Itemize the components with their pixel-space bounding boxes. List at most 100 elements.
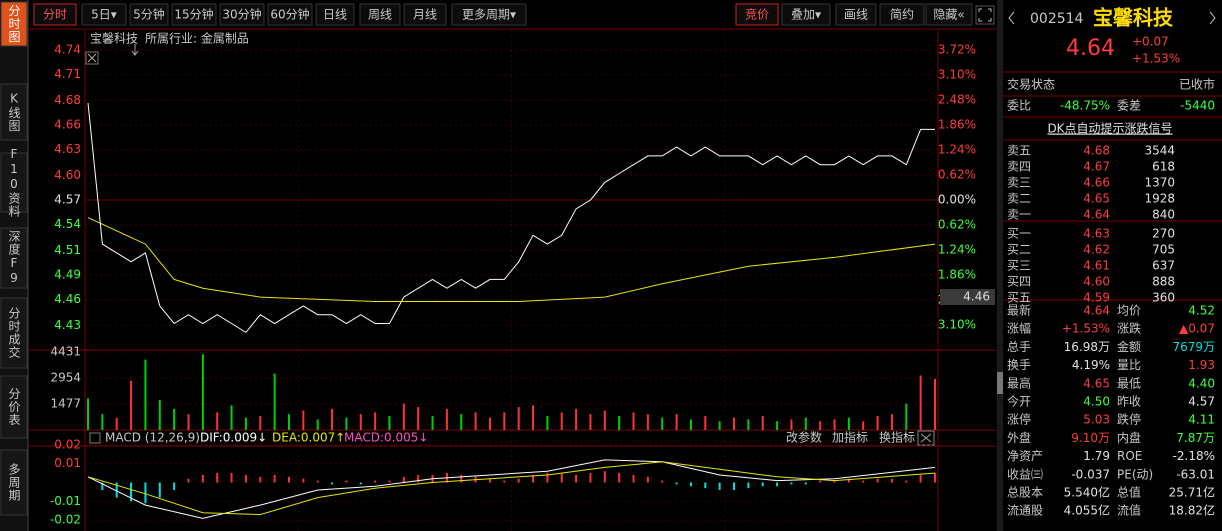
volume-bar — [890, 414, 893, 430]
toolbar-button-label: 月线 — [413, 8, 437, 22]
macd-bar — [747, 482, 750, 489]
book-price: 4.66 — [1083, 176, 1110, 190]
macd-bar — [546, 473, 549, 483]
volume-bar — [87, 398, 89, 430]
volume-bar — [819, 421, 822, 430]
fullscreen-button[interactable] — [975, 5, 995, 25]
book-price: 4.64 — [1083, 208, 1110, 222]
volume-bar — [919, 375, 922, 430]
book-volume: 270 — [1152, 227, 1175, 241]
stat-value: 4.055亿 — [1064, 503, 1110, 518]
sidebar-tab[interactable] — [0, 297, 28, 369]
toolbar-button-label: 更多周期▾ — [462, 8, 516, 22]
volume-bar — [302, 410, 305, 430]
macd-bar — [704, 482, 707, 489]
indicator-button[interactable]: 改参数 — [786, 430, 822, 445]
book-volume: 1928 — [1144, 192, 1175, 206]
stat-value: 5.03 — [1083, 413, 1110, 427]
toolbar-button[interactable] — [267, 3, 313, 26]
sidebar-tab[interactable] — [0, 449, 28, 516]
volume-bar — [517, 407, 520, 430]
macd-bar — [259, 476, 262, 483]
volume-bar — [115, 417, 118, 430]
volume-bar — [560, 412, 563, 430]
toolbar-button-label: 画线 — [844, 8, 868, 22]
stat-label: 外盘 — [1007, 430, 1031, 445]
toolbar-button[interactable] — [315, 3, 355, 26]
volume-bar — [618, 415, 621, 430]
volume-bar — [201, 354, 204, 430]
volume-bar — [158, 400, 161, 430]
volume-bar — [230, 405, 233, 430]
stat-value: +1.53% — [1062, 322, 1110, 336]
status-label: 交易状态 — [1007, 77, 1055, 92]
indicator-button[interactable]: 换指标 — [879, 430, 915, 445]
macd-bar — [345, 480, 348, 483]
splitter[interactable] — [997, 0, 1003, 531]
sidebar-tab[interactable] — [0, 375, 28, 439]
book-price: 4.63 — [1083, 227, 1110, 241]
toolbar-button[interactable] — [879, 3, 925, 26]
nav-arrows[interactable] — [1008, 11, 1216, 25]
price-tick-label: 4.71 — [54, 67, 81, 81]
macd-bar — [359, 482, 362, 485]
splitter-handle[interactable] — [997, 372, 1003, 394]
macd-bar — [402, 476, 405, 483]
stat-value: 4.11 — [1188, 413, 1215, 427]
pct-tick-label: 3.10% — [938, 68, 976, 82]
volume-bar — [790, 419, 793, 430]
toolbar-button[interactable] — [81, 3, 127, 26]
stat-value: 1.79 — [1083, 449, 1110, 463]
price-tick-label: 4.66 — [54, 118, 81, 132]
sidebar-tab[interactable] — [0, 1, 28, 47]
volume-bar — [876, 415, 879, 430]
macd-bar — [115, 482, 118, 498]
macd-bar — [273, 474, 276, 483]
price-tick-label: 4.63 — [54, 142, 81, 156]
signal-link[interactable]: DK点自动提示涨跌信号 — [1047, 121, 1172, 136]
macd-bar — [144, 482, 147, 504]
macd-bar — [804, 482, 807, 485]
macd-bar — [862, 480, 865, 483]
toolbar-button[interactable] — [33, 3, 77, 26]
toolbar-button-label: 竞价 — [745, 8, 769, 22]
toolbar-button[interactable] — [403, 3, 447, 26]
pct-tick-label: 1.86% — [938, 268, 976, 282]
sidebar-tab[interactable] — [0, 83, 28, 141]
toolbar-button[interactable] — [359, 3, 401, 26]
macd-bar — [374, 480, 377, 483]
stat-value: -63.01 — [1176, 467, 1215, 481]
volume-bar — [460, 414, 463, 430]
volume-tick-label: 2954 — [50, 371, 81, 385]
toolbar-button[interactable] — [735, 3, 779, 26]
book-volume: 705 — [1152, 243, 1175, 257]
price-tick-label: 4.60 — [54, 168, 81, 182]
toolbar-button[interactable] — [925, 3, 973, 26]
macd-dea: DEA:0.007↑ — [272, 431, 345, 445]
macd-bar — [675, 482, 678, 485]
macd-bar — [532, 474, 535, 483]
volume-bar — [733, 417, 736, 430]
toolbar-button[interactable] — [781, 3, 831, 26]
macd-dif-line — [87, 459, 936, 519]
toolbar-button[interactable] — [171, 3, 217, 26]
volume-bar — [388, 415, 391, 430]
volume-bar — [603, 410, 606, 430]
stat-label: 总值 — [1117, 485, 1141, 500]
macd-bar — [173, 482, 176, 491]
macd-bar — [847, 478, 850, 483]
sidebar-tab[interactable] — [0, 227, 28, 289]
stat-label: 金额 — [1117, 339, 1141, 354]
close-box[interactable] — [85, 51, 99, 65]
toolbar-button[interactable] — [219, 3, 265, 26]
sidebar-tab[interactable] — [0, 152, 28, 213]
stat-value: 18.82亿 — [1169, 503, 1215, 518]
pct-tick-label: 1.24% — [938, 243, 976, 257]
volume-bar — [532, 405, 535, 430]
volume-tick-label: 4431 — [50, 345, 81, 359]
indicator-button[interactable]: 加指标 — [832, 430, 868, 445]
stat-label: 内盘 — [1117, 430, 1141, 445]
toolbar-button[interactable] — [129, 3, 169, 26]
toolbar-button[interactable] — [835, 3, 877, 26]
toolbar-button[interactable] — [451, 3, 527, 26]
